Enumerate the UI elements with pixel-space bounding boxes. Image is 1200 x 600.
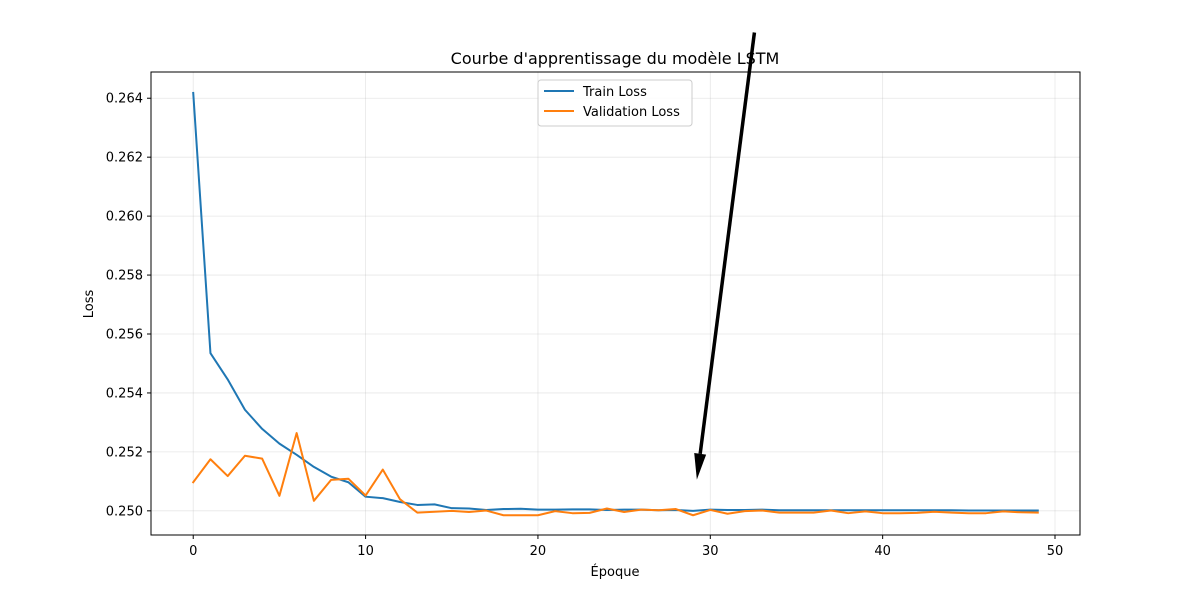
y-tick-label: 0.258 [106,269,143,284]
y-tick-label: 0.260 [106,210,143,225]
plot-area-background [151,72,1080,535]
legend: Train Loss Validation Loss [537,79,693,127]
x-tick-label: 10 [357,544,374,559]
x-tick-label: 0 [189,544,197,559]
y-tick-label: 0.250 [106,504,143,519]
legend-box [537,79,693,127]
series-layer [191,91,1039,517]
arrow-head [694,453,707,480]
axis-ticks: 0 10 20 30 40 50 0.250 0.252 0.254 0.256 0.258 0.26… [106,92,1064,559]
annotation-arrow [694,32,757,480]
validation-loss-line [191,432,1039,517]
y-tick-label: 0.252 [106,445,143,460]
y-tick-label: 0.256 [106,328,143,343]
x-axis-label: Époque [591,564,640,580]
legend-label-train: Train Loss [582,85,647,100]
y-tick-label: 0.254 [106,386,143,401]
x-tick-label: 40 [874,544,891,559]
plot-frame [150,71,1081,536]
y-tick-label: 0.262 [106,151,143,166]
y-axis-label: Loss [82,290,97,319]
legend-label-validation: Validation Loss [583,105,680,120]
chart-title: Courbe d'apprentissage du modèle LSTM [451,49,780,68]
x-tick-label: 20 [530,544,547,559]
x-tick-label: 30 [702,544,719,559]
x-tick-label: 50 [1047,544,1064,559]
y-tick-label: 0.264 [106,92,143,107]
arrow-shaft [698,32,757,455]
